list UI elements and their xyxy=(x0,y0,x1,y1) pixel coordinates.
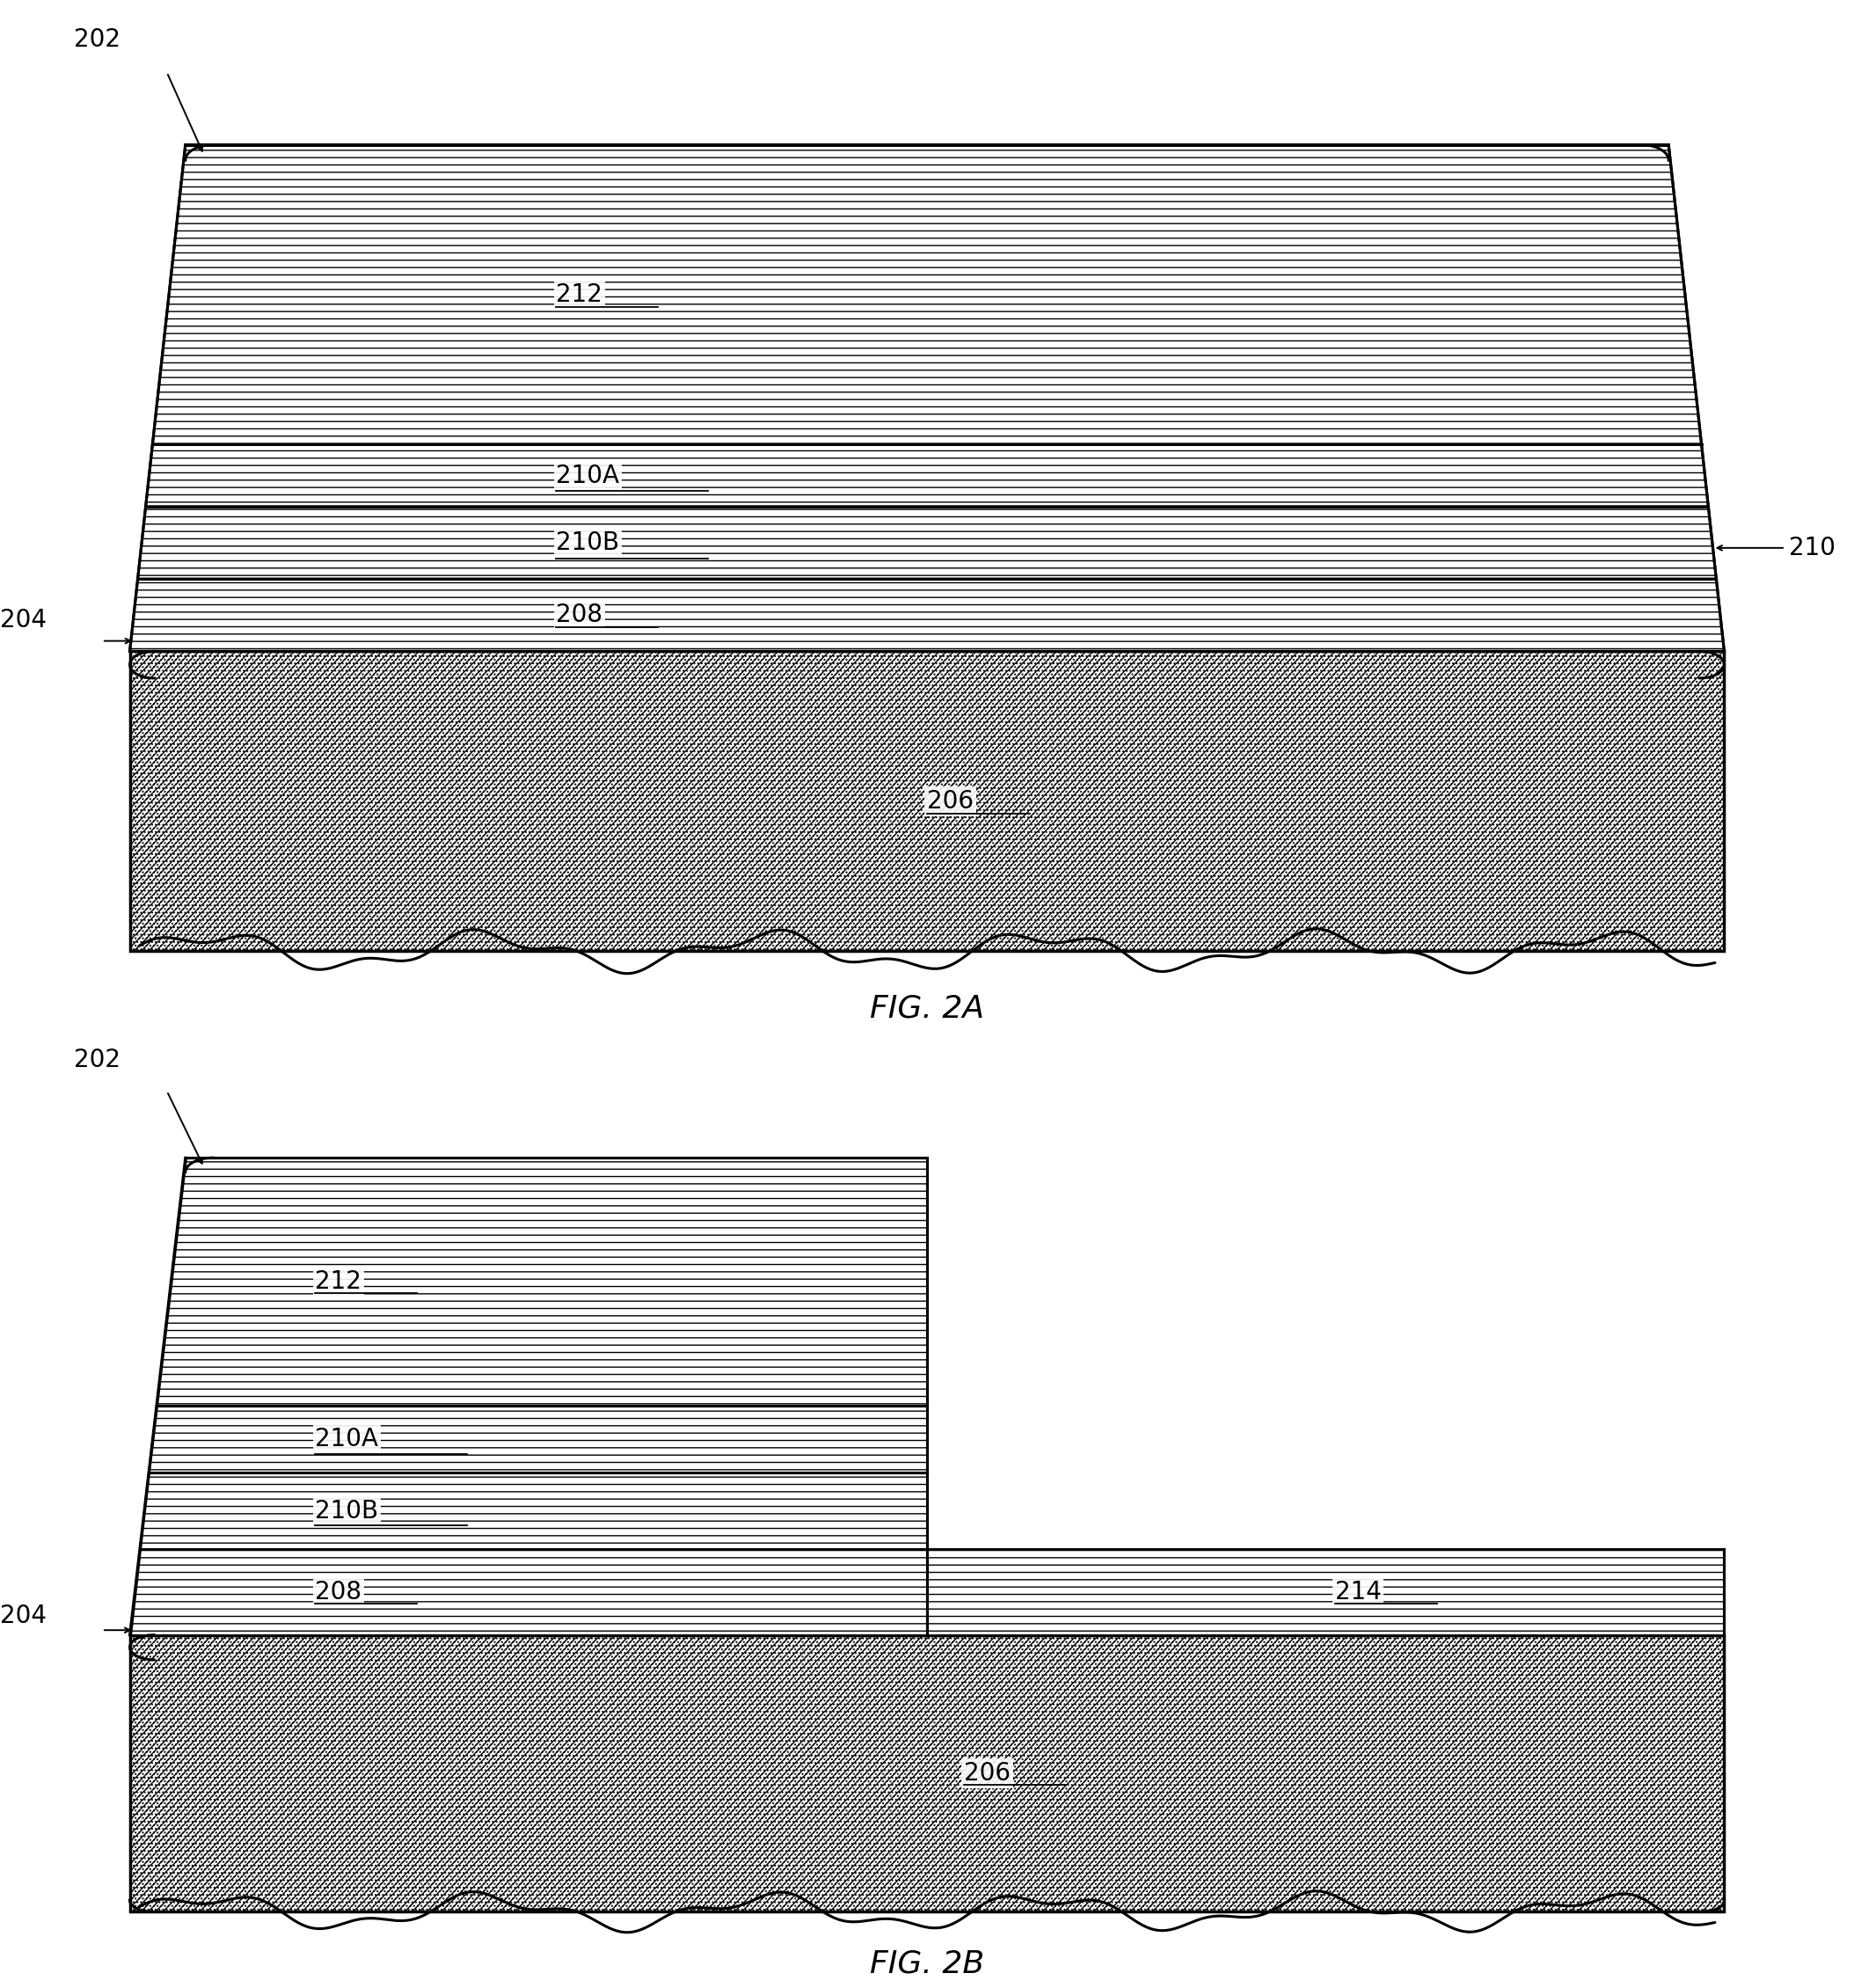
Text: 212: 212 xyxy=(556,282,603,306)
Text: 210A: 210A xyxy=(315,1427,378,1451)
Polygon shape xyxy=(130,652,1724,950)
Text: 214: 214 xyxy=(1335,1580,1381,1604)
Text: FIG. 2B: FIG. 2B xyxy=(870,1948,984,1978)
Text: 202: 202 xyxy=(74,1048,121,1072)
Text: 212: 212 xyxy=(315,1270,362,1294)
Polygon shape xyxy=(139,1473,927,1549)
Polygon shape xyxy=(137,507,1717,579)
Text: 208: 208 xyxy=(556,602,603,628)
Text: 210B: 210B xyxy=(556,531,619,555)
Text: 208: 208 xyxy=(315,1580,362,1604)
Text: FIG. 2A: FIG. 2A xyxy=(870,994,984,1024)
Text: 206: 206 xyxy=(927,789,973,813)
Text: 210B: 210B xyxy=(315,1499,378,1523)
Text: 204: 204 xyxy=(0,1604,46,1628)
Text: 210A: 210A xyxy=(556,463,619,487)
Polygon shape xyxy=(130,1634,1724,1912)
Polygon shape xyxy=(146,445,1708,507)
Polygon shape xyxy=(148,1406,927,1473)
Polygon shape xyxy=(130,579,1724,652)
Polygon shape xyxy=(156,1157,927,1406)
Polygon shape xyxy=(130,1549,927,1634)
Text: 210: 210 xyxy=(1789,535,1835,561)
Text: 204: 204 xyxy=(0,608,46,632)
Polygon shape xyxy=(927,1549,1724,1634)
Polygon shape xyxy=(152,145,1702,445)
Text: 206: 206 xyxy=(964,1761,1010,1785)
Text: 202: 202 xyxy=(74,28,121,52)
